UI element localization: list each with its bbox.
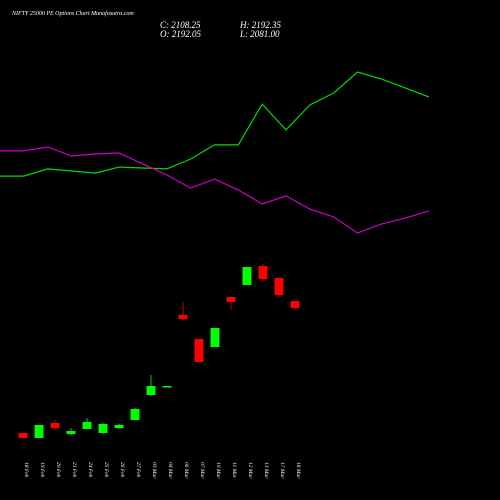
high-label: H: 2192.35: [239, 20, 281, 30]
x-tick-label: 17 Mar: [279, 462, 285, 479]
candle-body: [162, 386, 172, 388]
candle-body: [114, 425, 124, 428]
open-label: O: 2192.05: [160, 29, 201, 39]
x-tick-label: 21 Feb: [71, 462, 77, 478]
x-tick-label: 10 Mar: [215, 462, 221, 479]
candle-body: [290, 300, 300, 308]
x-tick-label: 19 Feb: [39, 462, 45, 478]
candle-body: [82, 422, 92, 429]
chart-title: NIFTY 25000 PE Options Chart Munafasutra…: [11, 10, 134, 17]
x-tick-label: 06 Mar: [183, 462, 189, 479]
candle-body: [210, 328, 220, 347]
x-tick-label: 18 Mar: [295, 462, 301, 479]
overlay-line: [0, 71, 430, 177]
overlay-line: [0, 146, 430, 234]
candle-body: [258, 266, 268, 279]
x-tick-label: 04 Mar: [167, 462, 174, 479]
candle-body: [242, 267, 252, 285]
x-tick-label: 18 Feb: [23, 462, 29, 478]
candle-body: [226, 297, 236, 302]
candle-body: [66, 431, 76, 434]
x-tick-label: 12 Mar: [247, 462, 253, 479]
x-tick-label: 03 Mar: [151, 462, 157, 479]
close-label: C: 2108.25: [160, 20, 201, 30]
x-tick-label: 13 Mar: [263, 462, 269, 479]
candle-body: [194, 339, 204, 362]
low-label: L: 2081.00: [239, 29, 280, 39]
candle-body: [18, 433, 28, 438]
candle-body: [130, 409, 140, 420]
x-tick-label: 27 Feb: [135, 462, 141, 478]
candle-body: [274, 278, 284, 295]
x-tick-label: 11 Mar: [231, 462, 237, 479]
x-tick-label: 26 Feb: [119, 462, 125, 478]
candle-body: [178, 315, 188, 319]
x-tick-label: 24 Feb: [87, 462, 94, 478]
candle-body: [50, 423, 60, 428]
candle-body: [98, 424, 108, 433]
x-tick-label: 20 Feb: [55, 462, 61, 478]
candle-body: [34, 425, 44, 438]
x-tick-label: 07 Mar: [199, 462, 205, 479]
candle-body: [146, 386, 156, 395]
x-tick-label: 25 Feb: [103, 462, 109, 478]
